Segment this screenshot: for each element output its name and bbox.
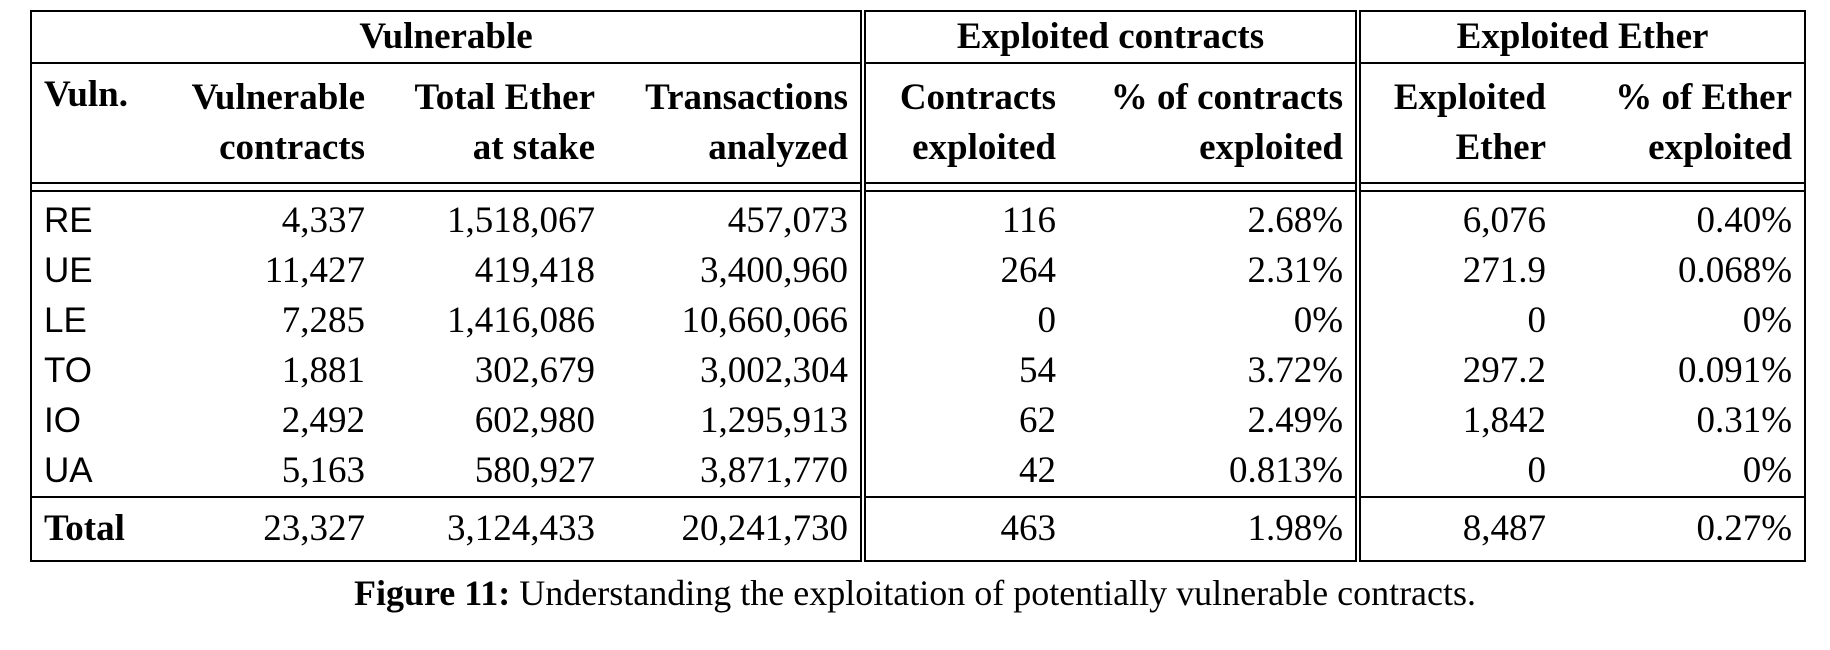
cell-transactions: 3,400,960 (700, 250, 849, 291)
cell-vulnerable-contracts: 2,492 (281, 400, 365, 441)
caption-text: Understanding the exploitation of potent… (510, 573, 1477, 613)
group-vulnerable: Vulnerable (29, 10, 864, 64)
total-vulnerable-contracts: 23,327 (149, 496, 377, 562)
table-row: TO 1,881 302,679 3,002,304 54 3.72% 297.2 0.091… (30, 346, 1807, 396)
cell-vuln: TO (30, 346, 149, 396)
cell-pct-ether: 0% (1558, 296, 1807, 346)
caption-label: Figure 11: (353, 573, 511, 613)
cell-transactions: 10,660,066 (681, 300, 849, 341)
cell-pct-ether: 0.31% (1558, 396, 1807, 446)
cell-vuln: UA (30, 446, 149, 497)
header-vuln: Vuln. (30, 63, 149, 184)
cell-total-ether: 302,679 (474, 350, 595, 391)
cell-contracts-exploited: 54 (860, 346, 1069, 396)
total-ether: 3,124,433 (377, 496, 607, 562)
cell-pct-contracts: 0.813% (1228, 450, 1344, 491)
exploitation-table: Vulnerable Exploited contracts Exploited… (29, 10, 1807, 562)
cell-exploited-ether: 271.9 (1355, 246, 1559, 296)
cell-vuln: UE (30, 246, 149, 296)
cell-vulnerable-contracts: 1,881 (281, 350, 365, 391)
table-row: UE 11,427 419,418 3,400,960 264 2.31% 271.9 0.0… (30, 246, 1807, 296)
cell-pct-contracts: 0% (1293, 300, 1344, 341)
group-header-row: Vulnerable Exploited contracts Exploited… (29, 10, 1807, 64)
cell-pct-contracts: 2.49% (1247, 400, 1344, 441)
cell-exploited-ether: 0 (1355, 446, 1559, 497)
cell-contracts-exploited: 264 (860, 246, 1069, 296)
table-row: UA 5,163 580,927 3,871,770 42 0.813% 0 0% (30, 446, 1807, 497)
header-pct-contracts: % of contracts exploited (1068, 63, 1359, 184)
cell-pct-ether: 0.091% (1558, 346, 1807, 396)
cell-transactions: 3,871,770 (700, 450, 849, 491)
cell-pct-contracts: 2.31% (1247, 250, 1344, 291)
total-exploited-ether: 8,487 (1355, 496, 1559, 562)
column-header-row: Vuln. Vulnerable contracts Total Ether at … (30, 63, 1807, 184)
cell-exploited-ether: 0 (1355, 296, 1559, 346)
cell-pct-contracts: 3.72% (1247, 350, 1344, 391)
cell-vulnerable-contracts: 4,337 (281, 200, 365, 241)
cell-pct-contracts: 2.68% (1247, 200, 1344, 241)
header-contracts-exploited: Contracts exploited (860, 63, 1069, 184)
group-exploited-contracts: Exploited contracts (860, 10, 1359, 64)
header-exploited-ether: Exploited Ether (1355, 63, 1559, 184)
header-vulnerable-contracts: Vulnerable contracts (149, 63, 377, 184)
cell-transactions: 1,295,913 (700, 400, 849, 441)
cell-vulnerable-contracts: 5,163 (281, 450, 365, 491)
header-total-ether: Total Ether at stake (377, 63, 607, 184)
table-row: RE 4,337 1,518,067 457,073 116 2.68% 6,076 0.40… (30, 191, 1807, 246)
cell-pct-ether: 0.068% (1558, 246, 1807, 296)
total-label: Total (30, 496, 149, 562)
cell-vuln: IO (30, 396, 149, 446)
header-gap (30, 183, 1807, 192)
cell-vulnerable-contracts: 11,427 (264, 250, 365, 291)
cell-vuln: LE (30, 296, 149, 346)
cell-pct-ether: 0% (1558, 446, 1807, 497)
total-contracts-exploited: 463 (860, 496, 1069, 562)
cell-total-ether: 419,418 (474, 250, 595, 291)
cell-total-ether: 602,980 (474, 400, 595, 441)
cell-total-ether: 1,518,067 (447, 200, 595, 241)
total-pct-contracts: 1.98% (1068, 496, 1359, 562)
cell-vulnerable-contracts: 7,285 (281, 300, 365, 341)
total-transactions: 20,241,730 (607, 496, 864, 562)
cell-exploited-ether: 6,076 (1355, 191, 1559, 246)
cell-total-ether: 580,927 (474, 450, 595, 491)
cell-pct-ether: 0.40% (1558, 191, 1807, 246)
table-row: LE 7,285 1,416,086 10,660,066 0 0% 0 0% (30, 296, 1807, 346)
table-body: RE 4,337 1,518,067 457,073 116 2.68% 6,076 0.40… (30, 191, 1807, 497)
cell-contracts-exploited: 116 (860, 191, 1069, 246)
total-row: Total 23,327 3,124,433 20,241,730 463 1.… (30, 496, 1807, 562)
figure-11: Vulnerable Exploited contracts Exploited… (29, 10, 1807, 562)
cell-exploited-ether: 1,842 (1355, 396, 1559, 446)
header-pct-ether: % of Ether exploited (1558, 63, 1807, 184)
cell-vuln: RE (30, 191, 149, 246)
group-exploited-ether: Exploited Ether (1355, 10, 1807, 64)
table-row: IO 2,492 602,980 1,295,913 62 2.49% 1,842 0.31% (30, 396, 1807, 446)
cell-exploited-ether: 297.2 (1355, 346, 1559, 396)
header-transactions: Transactions analyzed (607, 63, 864, 184)
total-pct-ether: 0.27% (1558, 496, 1807, 562)
cell-contracts-exploited: 42 (860, 446, 1069, 497)
cell-transactions: 3,002,304 (700, 350, 849, 391)
cell-contracts-exploited: 0 (860, 296, 1069, 346)
cell-contracts-exploited: 62 (860, 396, 1069, 446)
cell-total-ether: 1,416,086 (447, 300, 595, 341)
cell-transactions: 457,073 (727, 200, 849, 241)
figure-caption: Figure 11: Understanding the exploitatio… (0, 572, 1830, 614)
